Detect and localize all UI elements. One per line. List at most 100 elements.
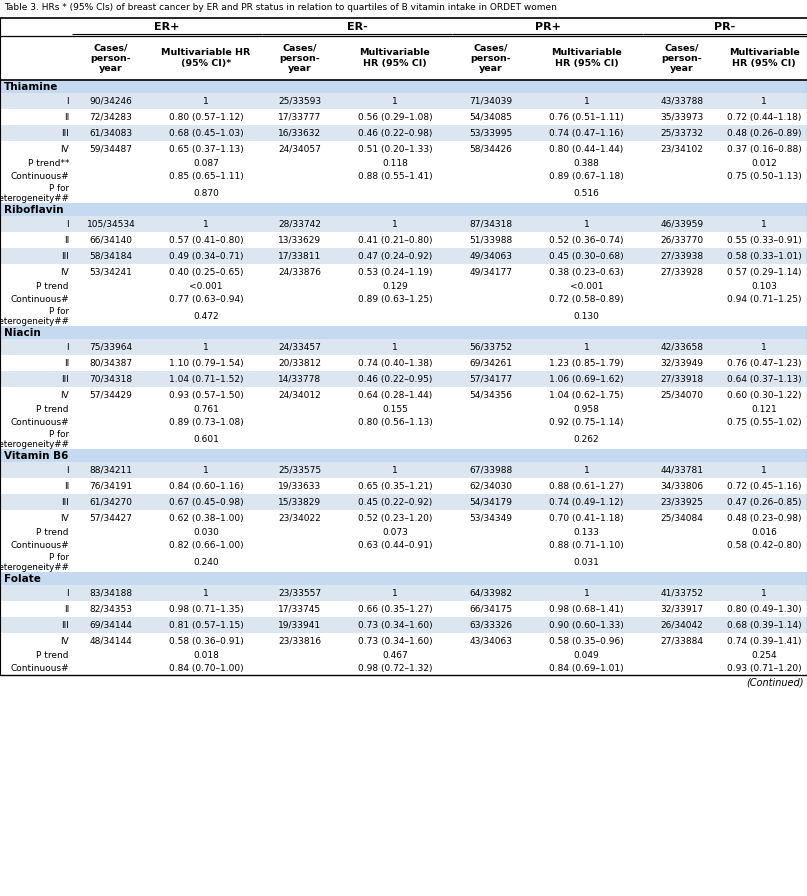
Text: 0.74 (0.47–1.16): 0.74 (0.47–1.16) (550, 128, 624, 137)
Text: 0.81 (0.57–1.15): 0.81 (0.57–1.15) (169, 621, 244, 630)
Text: 0.63 (0.44–0.91): 0.63 (0.44–0.91) (358, 541, 433, 550)
Text: P trend: P trend (36, 651, 69, 660)
Bar (0, 662, 807, 675)
Text: II: II (64, 236, 69, 245)
Text: III: III (61, 252, 69, 261)
Text: 61/34083: 61/34083 (90, 128, 132, 137)
Text: 1: 1 (761, 220, 767, 228)
Text: 0.133: 0.133 (574, 528, 600, 537)
Text: 88/34211: 88/34211 (90, 466, 132, 475)
Bar (0, 449, 807, 462)
Text: 0.58 (0.36–0.91): 0.58 (0.36–0.91) (169, 636, 244, 645)
Text: Thiamine: Thiamine (4, 82, 58, 91)
Text: 0.72 (0.45–1.16): 0.72 (0.45–1.16) (727, 481, 801, 490)
Text: I: I (66, 220, 69, 228)
Text: 1: 1 (583, 97, 589, 106)
Bar (0, 572, 807, 585)
Text: Continuous#: Continuous# (10, 541, 69, 550)
Text: IV: IV (61, 636, 69, 645)
Text: 0.47 (0.26–0.85): 0.47 (0.26–0.85) (727, 497, 801, 506)
Text: 0.76 (0.51–1.11): 0.76 (0.51–1.11) (549, 113, 624, 122)
Text: 0.84 (0.60–1.16): 0.84 (0.60–1.16) (169, 481, 244, 490)
Text: 66/34140: 66/34140 (90, 236, 132, 245)
Text: 0.72 (0.58–0.89): 0.72 (0.58–0.89) (550, 295, 624, 304)
Text: III: III (61, 375, 69, 383)
Text: Cases/
person-
year: Cases/ person- year (90, 43, 132, 73)
Text: 1: 1 (203, 342, 209, 351)
Text: 0.93 (0.57–1.50): 0.93 (0.57–1.50) (169, 391, 244, 400)
Text: 0.018: 0.018 (193, 651, 219, 660)
Text: 71/34039: 71/34039 (470, 97, 512, 106)
Text: 0.472: 0.472 (193, 312, 219, 321)
Text: I: I (66, 466, 69, 475)
Text: 24/34012: 24/34012 (278, 391, 321, 400)
Text: Cases/
person-
year: Cases/ person- year (470, 43, 512, 73)
Bar (0, 416, 807, 429)
Text: 16/33632: 16/33632 (278, 128, 321, 137)
Text: heterogeneity##: heterogeneity## (0, 316, 69, 325)
Text: 17/33777: 17/33777 (278, 113, 322, 122)
Text: Riboflavin: Riboflavin (4, 204, 64, 214)
Text: 41/33752: 41/33752 (660, 589, 704, 598)
Text: 0.70 (0.41–1.18): 0.70 (0.41–1.18) (550, 513, 624, 522)
Text: IV: IV (61, 391, 69, 400)
Text: 0.64 (0.28–1.44): 0.64 (0.28–1.44) (358, 391, 432, 400)
Bar (0, 141, 807, 157)
Text: 27/33918: 27/33918 (660, 375, 704, 383)
Text: 0.72 (0.44–1.18): 0.72 (0.44–1.18) (727, 113, 801, 122)
Text: 0.85 (0.65–1.11): 0.85 (0.65–1.11) (169, 172, 244, 181)
Text: 0.103: 0.103 (751, 282, 777, 291)
Text: 0.68 (0.39–1.14): 0.68 (0.39–1.14) (726, 621, 801, 630)
Bar (0, 526, 807, 539)
Text: II: II (64, 481, 69, 490)
Text: Continuous#: Continuous# (10, 664, 69, 673)
Text: 0.870: 0.870 (193, 188, 219, 197)
Text: 0.254: 0.254 (751, 651, 777, 660)
Text: 0.98 (0.71–1.35): 0.98 (0.71–1.35) (169, 605, 244, 614)
Text: heterogeneity##: heterogeneity## (0, 563, 69, 572)
Text: 46/33959: 46/33959 (660, 220, 704, 228)
Text: 0.93 (0.71–1.20): 0.93 (0.71–1.20) (726, 664, 801, 673)
Text: 0.80 (0.44–1.44): 0.80 (0.44–1.44) (550, 144, 624, 153)
Text: 0.55 (0.33–0.91): 0.55 (0.33–0.91) (726, 236, 801, 245)
Text: P for: P for (49, 429, 69, 438)
Text: II: II (64, 113, 69, 122)
Bar (0, 462, 807, 478)
Text: Continuous#: Continuous# (10, 172, 69, 181)
Text: 0.89 (0.67–1.18): 0.89 (0.67–1.18) (549, 172, 624, 181)
Text: 17/33745: 17/33745 (278, 605, 321, 614)
Text: 0.88 (0.55–1.41): 0.88 (0.55–1.41) (358, 172, 433, 181)
Text: 1: 1 (583, 589, 589, 598)
Text: 27/33884: 27/33884 (660, 636, 704, 645)
Text: 1.04 (0.71–1.52): 1.04 (0.71–1.52) (169, 375, 243, 383)
Bar (0, 183, 807, 203)
Text: P for: P for (49, 184, 69, 193)
Bar (0, 170, 807, 183)
Text: 0.601: 0.601 (193, 435, 219, 444)
Text: 0.74 (0.49–1.12): 0.74 (0.49–1.12) (550, 497, 624, 506)
Text: 26/34042: 26/34042 (661, 621, 704, 630)
Text: P trend: P trend (36, 528, 69, 537)
Text: 58/34184: 58/34184 (90, 252, 132, 261)
Bar (0, 387, 807, 403)
Text: 0.57 (0.41–0.80): 0.57 (0.41–0.80) (169, 236, 244, 245)
Text: 1: 1 (761, 589, 767, 598)
Text: Multivariable
HR (95% CI): Multivariable HR (95% CI) (729, 48, 800, 68)
Text: 24/33457: 24/33457 (278, 342, 321, 351)
Bar (0, 539, 807, 552)
Text: 87/34318: 87/34318 (470, 220, 512, 228)
Text: 43/34063: 43/34063 (470, 636, 512, 645)
Text: 0.57 (0.29–1.14): 0.57 (0.29–1.14) (727, 268, 801, 277)
Bar (0, 248, 807, 264)
Text: 72/34283: 72/34283 (90, 113, 132, 122)
Text: P for: P for (49, 553, 69, 562)
Text: I: I (66, 589, 69, 598)
Text: 0.031: 0.031 (574, 557, 600, 566)
Text: 76/34191: 76/34191 (90, 481, 132, 490)
Text: 0.75 (0.55–1.02): 0.75 (0.55–1.02) (726, 418, 801, 427)
Text: 82/34353: 82/34353 (90, 605, 132, 614)
Text: 17/33811: 17/33811 (278, 252, 322, 261)
Text: 0.130: 0.130 (574, 312, 600, 321)
Text: 0.84 (0.70–1.00): 0.84 (0.70–1.00) (169, 664, 244, 673)
Text: 19/33633: 19/33633 (278, 481, 322, 490)
